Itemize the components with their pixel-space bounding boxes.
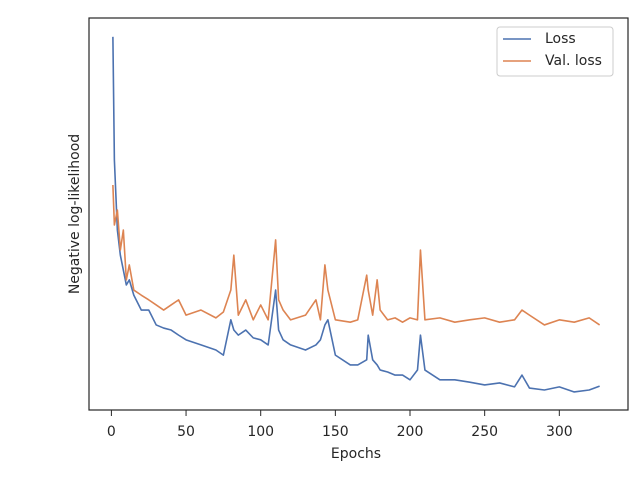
x-tick-label: 200 bbox=[397, 424, 424, 440]
x-tick-label: 150 bbox=[322, 424, 349, 440]
legend-label: Loss bbox=[545, 31, 576, 47]
data-line bbox=[112, 36, 600, 393]
x-tick-label: 0 bbox=[107, 424, 116, 440]
x-tick-label: 100 bbox=[247, 424, 274, 440]
data-line bbox=[112, 184, 601, 326]
legend-label: Val. loss bbox=[545, 53, 602, 69]
x-axis-label: Epochs bbox=[331, 446, 381, 462]
x-tick-label: 250 bbox=[471, 424, 498, 440]
x-tick-label: 50 bbox=[177, 424, 195, 440]
plot-frame bbox=[88, 17, 629, 411]
y-axis-label: Negative log-likelihood bbox=[67, 134, 83, 294]
x-tick-label: 300 bbox=[546, 424, 573, 440]
